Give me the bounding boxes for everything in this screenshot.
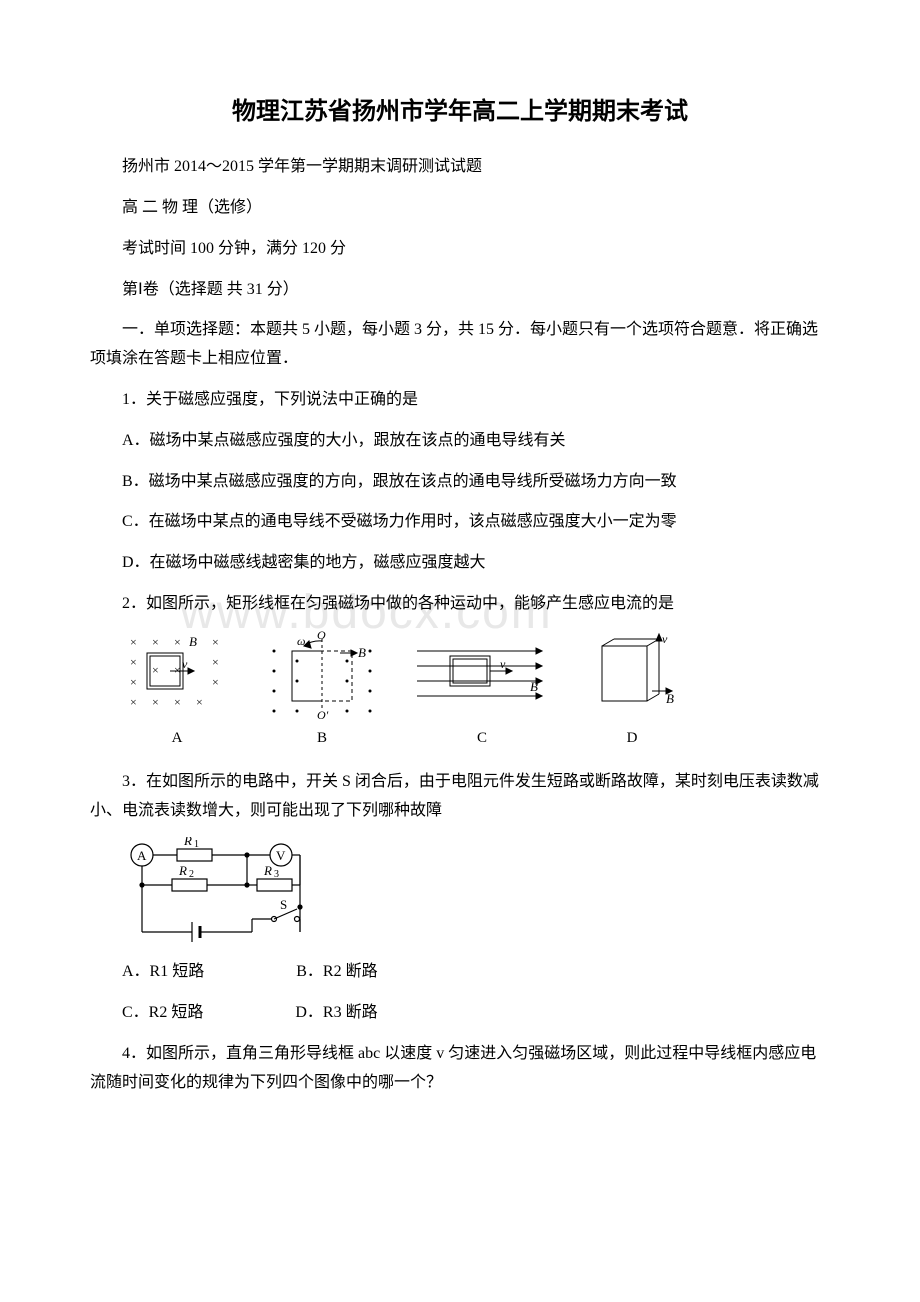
q4-stem: 4．如图所示，直角三角形导线框 abc 以速度 v 匀速进入匀强磁场区域，则此过…	[90, 1040, 830, 1098]
svg-text:×: ×	[212, 655, 219, 669]
svg-text:R: R	[183, 837, 192, 848]
header-line-2: 高 二 物 理（选修）	[90, 194, 830, 223]
svg-text:B: B	[666, 691, 674, 706]
svg-text:S: S	[280, 897, 287, 912]
svg-text:B: B	[530, 679, 538, 694]
q2-label-A: A	[172, 725, 183, 752]
q2-svg-C: B v	[412, 631, 552, 721]
q3-stem: 3．在如图所示的电路中，开关 S 闭合后，由于电阻元件发生短路或断路故障，某时刻…	[90, 768, 830, 826]
svg-text:v: v	[662, 632, 668, 646]
svg-text:1: 1	[194, 839, 199, 850]
svg-text:×: ×	[130, 675, 137, 689]
svg-text:×: ×	[174, 663, 181, 677]
svg-text:O: O	[317, 631, 326, 642]
q1-stem: 1．关于磁感应强度，下列说法中正确的是	[90, 386, 830, 415]
q2-svg-D: v B	[582, 631, 682, 721]
q2-label-C: C	[477, 725, 487, 752]
svg-text:ω: ω	[297, 634, 305, 648]
svg-text:v: v	[182, 657, 188, 671]
q1-optA: A．磁场中某点磁感应强度的大小，跟放在该点的通电导线有关	[90, 427, 830, 456]
svg-text:O′: O′	[317, 708, 329, 721]
svg-text:×: ×	[174, 695, 181, 709]
q3-optD: D．R3 断路	[263, 999, 377, 1028]
q2-figures: × × × × × × × × × × × × B v × × A	[122, 631, 830, 752]
svg-text:2: 2	[189, 869, 194, 880]
q1-optC: C．在磁场中某点的通电导线不受磁场力作用时，该点磁感应强度大小一定为零	[90, 508, 830, 537]
q3-optA: A．R1 短路	[90, 958, 204, 987]
svg-text:×: ×	[152, 663, 159, 677]
q2-figure-C: B v C	[412, 631, 552, 752]
header-line-4: 第Ⅰ卷（选择题 共 31 分）	[90, 276, 830, 305]
q2-figure-D: v B D	[582, 631, 682, 752]
q3-optC: C．R2 短路	[90, 999, 203, 1028]
svg-text:v: v	[500, 657, 506, 671]
q2-label-B: B	[317, 725, 327, 752]
svg-text:R: R	[263, 863, 272, 878]
svg-text:×: ×	[174, 635, 181, 649]
header-line-3: 考试时间 100 分钟，满分 120 分	[90, 235, 830, 264]
q2-figure-A: × × × × × × × × × × × × B v × × A	[122, 631, 232, 752]
svg-text:R: R	[178, 863, 187, 878]
q2-figure-B: O O′ ω B B	[262, 631, 382, 752]
q1-optB: B．磁场中某点磁感应强度的方向，跟放在该点的通电导线所受磁场力方向一致	[90, 468, 830, 497]
q2-label-D: D	[627, 725, 638, 752]
svg-text:×: ×	[152, 695, 159, 709]
svg-text:B: B	[189, 634, 197, 649]
svg-text:×: ×	[130, 695, 137, 709]
header-line-1: 扬州市 2014～2015 学年第一学期期末调研测试试题	[90, 153, 830, 182]
section1-intro: 一．单项选择题：本题共 5 小题，每小题 3 分，共 15 分．每小题只有一个选…	[90, 316, 830, 374]
svg-text:×: ×	[212, 675, 219, 689]
svg-text:×: ×	[212, 635, 219, 649]
svg-text:×: ×	[196, 695, 203, 709]
svg-text:B: B	[358, 645, 366, 660]
svg-text:V: V	[276, 848, 286, 863]
q2-stem: 2．如图所示，矩形线框在匀强磁场中做的各种运动中，能够产生感应电流的是	[90, 590, 830, 619]
q3-circuit-svg: A R 1 V R 2	[122, 837, 312, 942]
exam-title: 物理江苏省扬州市学年高二上学期期末考试	[90, 90, 830, 133]
q2-svg-A: × × × × × × × × × × × × B v × ×	[122, 631, 232, 721]
q3-options-row2: C．R2 短路 D．R3 断路	[90, 999, 830, 1028]
svg-text:3: 3	[274, 869, 279, 880]
q3-circuit: A R 1 V R 2	[122, 837, 830, 942]
q2-svg-B: O O′ ω B	[262, 631, 382, 721]
svg-text:A: A	[137, 848, 147, 863]
svg-text:×: ×	[130, 655, 137, 669]
svg-text:×: ×	[152, 635, 159, 649]
svg-text:×: ×	[130, 635, 137, 649]
q1-optD: D．在磁场中磁感线越密集的地方，磁感应强度越大	[90, 549, 830, 578]
q3-options-row1: A．R1 短路 B．R2 断路	[90, 958, 830, 987]
q3-optB: B．R2 断路	[264, 958, 377, 987]
